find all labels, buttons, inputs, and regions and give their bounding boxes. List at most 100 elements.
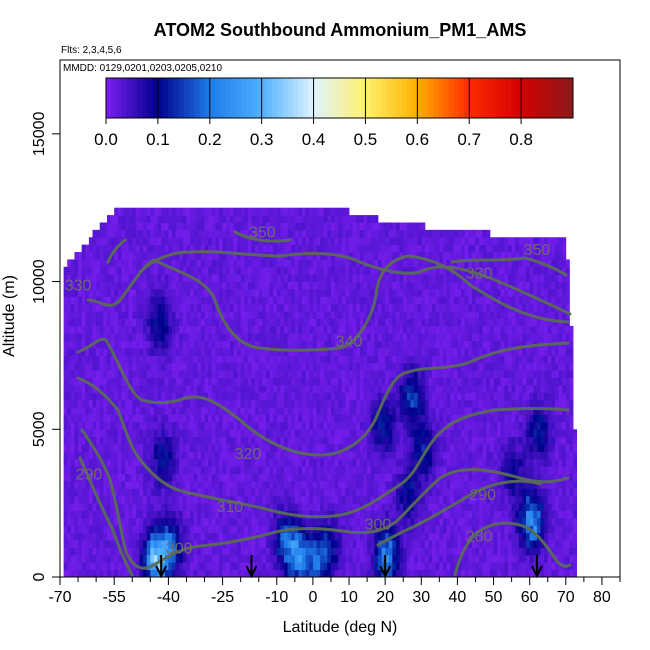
heatmap-cell xyxy=(215,436,220,445)
heatmap-cell xyxy=(218,281,223,290)
heatmap-cell xyxy=(327,244,332,253)
heatmap-cell xyxy=(125,554,130,563)
heatmap-cell xyxy=(200,532,205,541)
heatmap-cell xyxy=(262,488,267,497)
heatmap-cell xyxy=(99,266,104,275)
heatmap-cell xyxy=(345,215,350,223)
heatmap-cell xyxy=(327,362,332,371)
heatmap-cell xyxy=(345,451,350,460)
heatmap-cell xyxy=(330,510,335,519)
heatmap-cell xyxy=(323,569,328,577)
heatmap-cell xyxy=(298,340,303,349)
heatmap-cell xyxy=(414,274,419,282)
heatmap-cell xyxy=(121,311,126,319)
heatmap-cell xyxy=(186,237,191,246)
heatmap-cell xyxy=(370,466,375,474)
heatmap-cell xyxy=(63,311,68,319)
heatmap-cell xyxy=(284,429,289,438)
heatmap-cell xyxy=(388,222,393,231)
heatmap-cell xyxy=(374,370,379,378)
heatmap-cell xyxy=(193,429,198,438)
heatmap-cell xyxy=(218,458,223,467)
heatmap-cell xyxy=(392,436,397,445)
heatmap-cell xyxy=(388,407,393,415)
heatmap-cell xyxy=(226,421,231,430)
heatmap-cell xyxy=(370,377,375,386)
heatmap-cell xyxy=(392,362,397,371)
heatmap-cell xyxy=(345,318,350,327)
heatmap-cell xyxy=(240,222,245,231)
heatmap-cell xyxy=(381,466,386,474)
heatmap-cell xyxy=(215,444,220,452)
heatmap-cell xyxy=(132,215,137,223)
heatmap-cell xyxy=(370,488,375,497)
heatmap-cell xyxy=(424,303,429,312)
heatmap-cell xyxy=(273,525,278,534)
heatmap-cell xyxy=(106,377,111,386)
heatmap-cell xyxy=(291,318,296,327)
heatmap-cell xyxy=(157,525,162,534)
heatmap-cell xyxy=(327,303,332,312)
heatmap-cell xyxy=(175,525,180,534)
heatmap-cell xyxy=(417,554,422,563)
heatmap-cell xyxy=(367,503,372,511)
heatmap-cell xyxy=(320,222,325,231)
heatmap-cell xyxy=(334,362,339,371)
heatmap-cell xyxy=(237,517,242,526)
heatmap-cell xyxy=(153,458,158,467)
heatmap-cell xyxy=(164,488,169,497)
heatmap-cell xyxy=(88,540,93,548)
heatmap-cell xyxy=(233,569,238,577)
heatmap-cell xyxy=(244,488,249,497)
heatmap-cell xyxy=(208,215,213,223)
heatmap-cell xyxy=(164,348,169,356)
heatmap-cell xyxy=(406,562,411,571)
heatmap-cell xyxy=(233,311,238,319)
heatmap-cell xyxy=(269,311,274,319)
heatmap-cell xyxy=(244,333,249,342)
heatmap-cell xyxy=(121,384,126,393)
heatmap-cell xyxy=(341,466,346,474)
heatmap-cell xyxy=(186,281,191,290)
heatmap-cell xyxy=(392,281,397,290)
heatmap-cell xyxy=(88,547,93,556)
heatmap-cell xyxy=(164,259,169,268)
heatmap-cell xyxy=(276,311,281,319)
heatmap-cell xyxy=(85,458,90,467)
heatmap-cell xyxy=(161,333,166,342)
heatmap-cell xyxy=(226,510,231,519)
heatmap-cell xyxy=(258,451,263,460)
heatmap-cell xyxy=(320,466,325,474)
heatmap-cell xyxy=(143,215,148,223)
heatmap-cell xyxy=(146,303,151,312)
heatmap-cell xyxy=(399,296,404,305)
heatmap-cell xyxy=(132,392,137,401)
heatmap-cell xyxy=(327,488,332,497)
heatmap-cell xyxy=(334,554,339,563)
heatmap-cell xyxy=(269,259,274,268)
heatmap-cell xyxy=(146,503,151,511)
heatmap-cell xyxy=(208,532,213,541)
heatmap-cell xyxy=(204,259,209,268)
heatmap-cell xyxy=(146,399,151,408)
heatmap-cell xyxy=(125,458,130,467)
heatmap-cell xyxy=(338,348,343,356)
heatmap-cell xyxy=(229,510,234,519)
heatmap-cell xyxy=(157,296,162,305)
heatmap-cell xyxy=(273,355,278,364)
heatmap-cell xyxy=(157,473,162,482)
heatmap-cell xyxy=(106,325,111,334)
heatmap-cell xyxy=(175,540,180,548)
heatmap-cell xyxy=(146,532,151,541)
heatmap-cell xyxy=(172,466,177,474)
heatmap-cell xyxy=(363,222,368,231)
heatmap-cell xyxy=(179,384,184,393)
heatmap-cell xyxy=(218,399,223,408)
heatmap-cell xyxy=(182,370,187,378)
heatmap-cell xyxy=(273,569,278,577)
heatmap-cell xyxy=(392,222,397,231)
heatmap-cell xyxy=(103,311,108,319)
heatmap-cell xyxy=(374,222,379,231)
heatmap-cell xyxy=(215,340,220,349)
heatmap-cell xyxy=(399,466,404,474)
